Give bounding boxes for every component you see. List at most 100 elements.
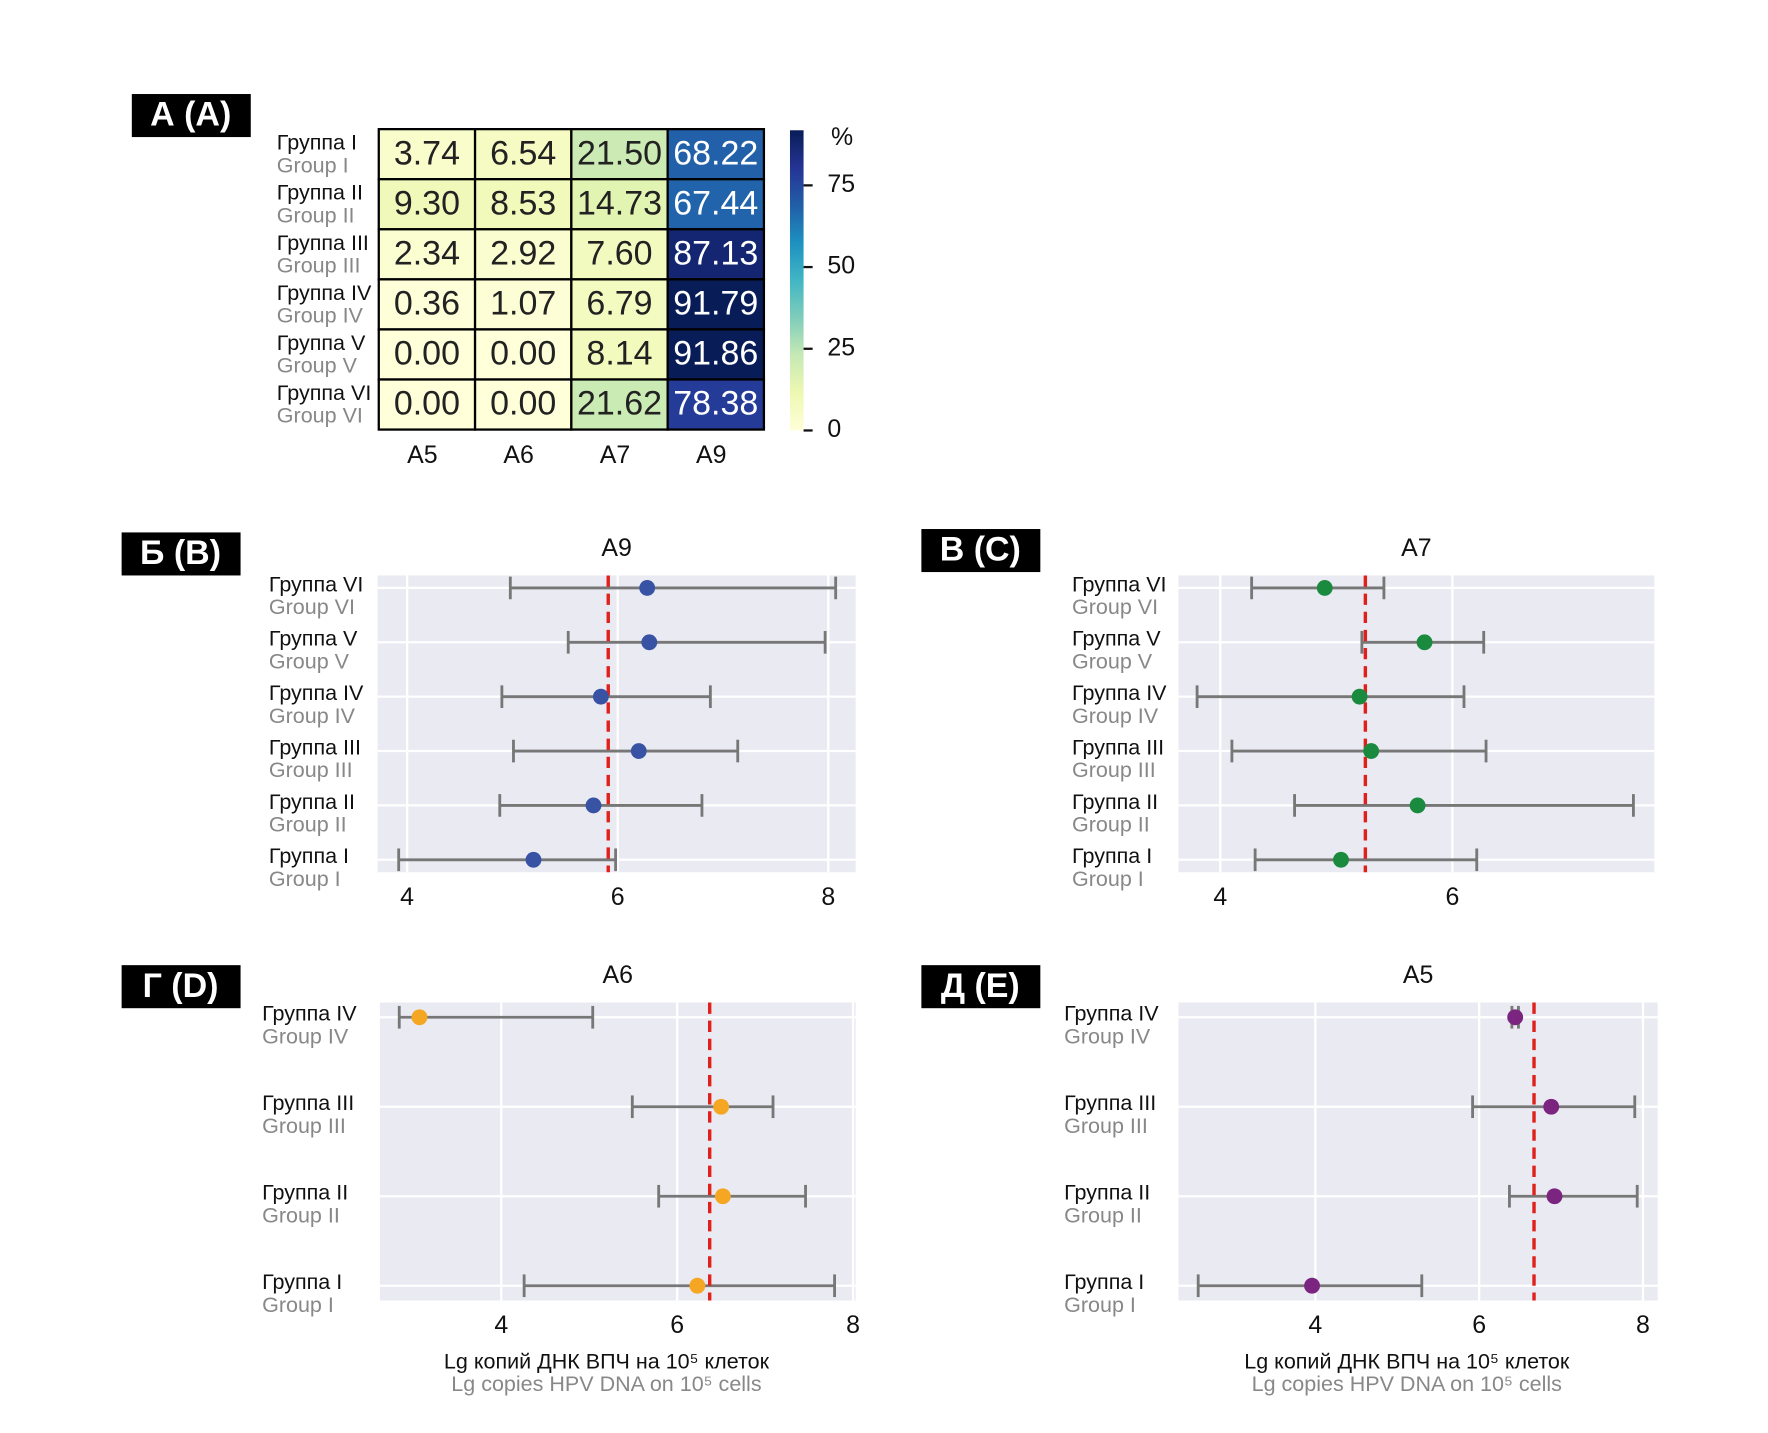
x-axis-label-en: Lg copies HPV DNA on 10⁵ cells: [1252, 1372, 1562, 1396]
cell-label: 0.00: [394, 385, 460, 423]
point: [525, 851, 542, 868]
category-label: Группа IV: [269, 681, 364, 705]
point: [411, 1009, 428, 1026]
chart-title: A7: [1401, 534, 1431, 562]
point: [1316, 579, 1333, 596]
row-label: Группа II: [277, 181, 363, 205]
point: [689, 1277, 706, 1294]
category-label: Группа III: [262, 1091, 354, 1115]
category-label: Группа IV: [1072, 681, 1167, 705]
colorbar: [789, 130, 804, 431]
cell-label: 14.73: [577, 184, 662, 222]
row-label: Группа V: [277, 331, 366, 355]
cell-label: 1.07: [490, 284, 556, 322]
panel-label: Д (E): [941, 967, 1020, 1005]
cell-label: 2.34: [394, 234, 460, 272]
cell-label: 0.00: [490, 335, 556, 373]
category-label: Группа III: [269, 735, 361, 759]
point: [1333, 851, 1349, 868]
colorbar-tick-label: 25: [827, 333, 855, 361]
category-label-en: Group I: [262, 1293, 334, 1317]
cell-label: 21.50: [577, 134, 662, 172]
heatmap-cell: [473, 378, 573, 431]
column-label: A5: [407, 441, 437, 469]
chart-title: A5: [1403, 961, 1433, 989]
category-label-en: Group IV: [1064, 1024, 1151, 1048]
point: [1409, 797, 1426, 814]
category-label: Группа I: [262, 1270, 342, 1294]
chart-title: A6: [603, 961, 633, 989]
cell-label: 8.14: [586, 335, 652, 373]
category-label-en: Group V: [1072, 649, 1153, 673]
panel-label: В (C): [940, 531, 1021, 569]
row-label-en: Group III: [277, 253, 361, 277]
row-label: Группа IV: [277, 281, 372, 305]
panel-label-box: [121, 532, 241, 576]
heatmap-cell: [570, 328, 669, 381]
category-label: Группа III: [1072, 735, 1164, 759]
heatmap-cell: [473, 228, 573, 281]
heatmap-cell: [473, 328, 573, 381]
panel-label-box: [121, 965, 241, 1009]
colorbar-tick-label: 75: [827, 170, 855, 198]
category-label: Группа I: [269, 844, 349, 868]
x-tick-label: 6: [611, 883, 625, 911]
category-label: Группа VI: [269, 572, 364, 596]
panel-label: Г (D): [143, 967, 219, 1005]
category-label: Группа I: [1064, 1270, 1144, 1294]
point: [1543, 1098, 1560, 1115]
cell-label: 3.74: [394, 134, 460, 172]
row-label-en: Group V: [277, 354, 358, 378]
point: [585, 797, 602, 814]
category-label-en: Group IV: [269, 704, 356, 728]
category-label-en: Group V: [269, 649, 350, 673]
row-label-en: Group IV: [277, 304, 364, 328]
column-label: A9: [696, 441, 726, 469]
category-label: Группа III: [1064, 1091, 1156, 1115]
x-axis-label: Lg копий ДНК ВПЧ на 10⁵ клеток: [444, 1349, 770, 1373]
cell-label: 8.53: [490, 184, 556, 222]
x-tick-label: 8: [1636, 1311, 1650, 1339]
category-label: Группа II: [262, 1181, 348, 1205]
category-label-en: Group I: [1072, 867, 1144, 891]
heatmap-cell: [570, 128, 669, 181]
cell-label: 78.38: [673, 385, 758, 423]
cell-label: 91.79: [673, 284, 758, 322]
heatmap-cell: [473, 278, 573, 331]
x-axis-label: Lg копий ДНК ВПЧ на 10⁵ клеток: [1244, 1349, 1570, 1373]
category-label-en: Group VI: [269, 595, 355, 619]
x-axis-label-en: Lg copies HPV DNA on 10⁵ cells: [451, 1372, 761, 1396]
category-label-en: Group VI: [1072, 595, 1158, 619]
cell-label: 6.79: [586, 284, 652, 322]
x-tick-label: 6: [1472, 1311, 1486, 1339]
point: [1416, 634, 1433, 651]
panel-label-box: [921, 529, 1041, 573]
point: [639, 579, 656, 596]
plot-area: [1178, 575, 1655, 873]
category-label: Группа I: [1072, 844, 1152, 868]
x-tick-label: 4: [400, 883, 414, 911]
cell-label: 7.60: [586, 234, 652, 272]
panel-label: А (A): [150, 96, 231, 134]
cell-label: 6.54: [490, 134, 556, 172]
heatmap-cell: [570, 278, 669, 331]
colorbar-tick-label: 0: [827, 415, 841, 443]
point: [1304, 1277, 1320, 1294]
heatmap-cell: [570, 378, 669, 431]
cell-label: 68.22: [673, 134, 758, 172]
point: [714, 1188, 731, 1205]
category-label-en: Group III: [1072, 758, 1156, 782]
row-label: Группа I: [277, 131, 357, 155]
category-label-en: Group III: [1064, 1114, 1148, 1138]
row-label-en: Group I: [277, 153, 349, 177]
category-label: Группа IV: [1064, 1002, 1159, 1026]
cell-label: 2.92: [490, 234, 556, 272]
category-label-en: Group II: [1072, 813, 1150, 837]
point: [592, 688, 609, 705]
cell-label: 9.30: [394, 184, 460, 222]
x-tick-label: 4: [1213, 883, 1227, 911]
category-label: Группа II: [1072, 790, 1158, 814]
cell-label: 67.44: [673, 184, 758, 222]
